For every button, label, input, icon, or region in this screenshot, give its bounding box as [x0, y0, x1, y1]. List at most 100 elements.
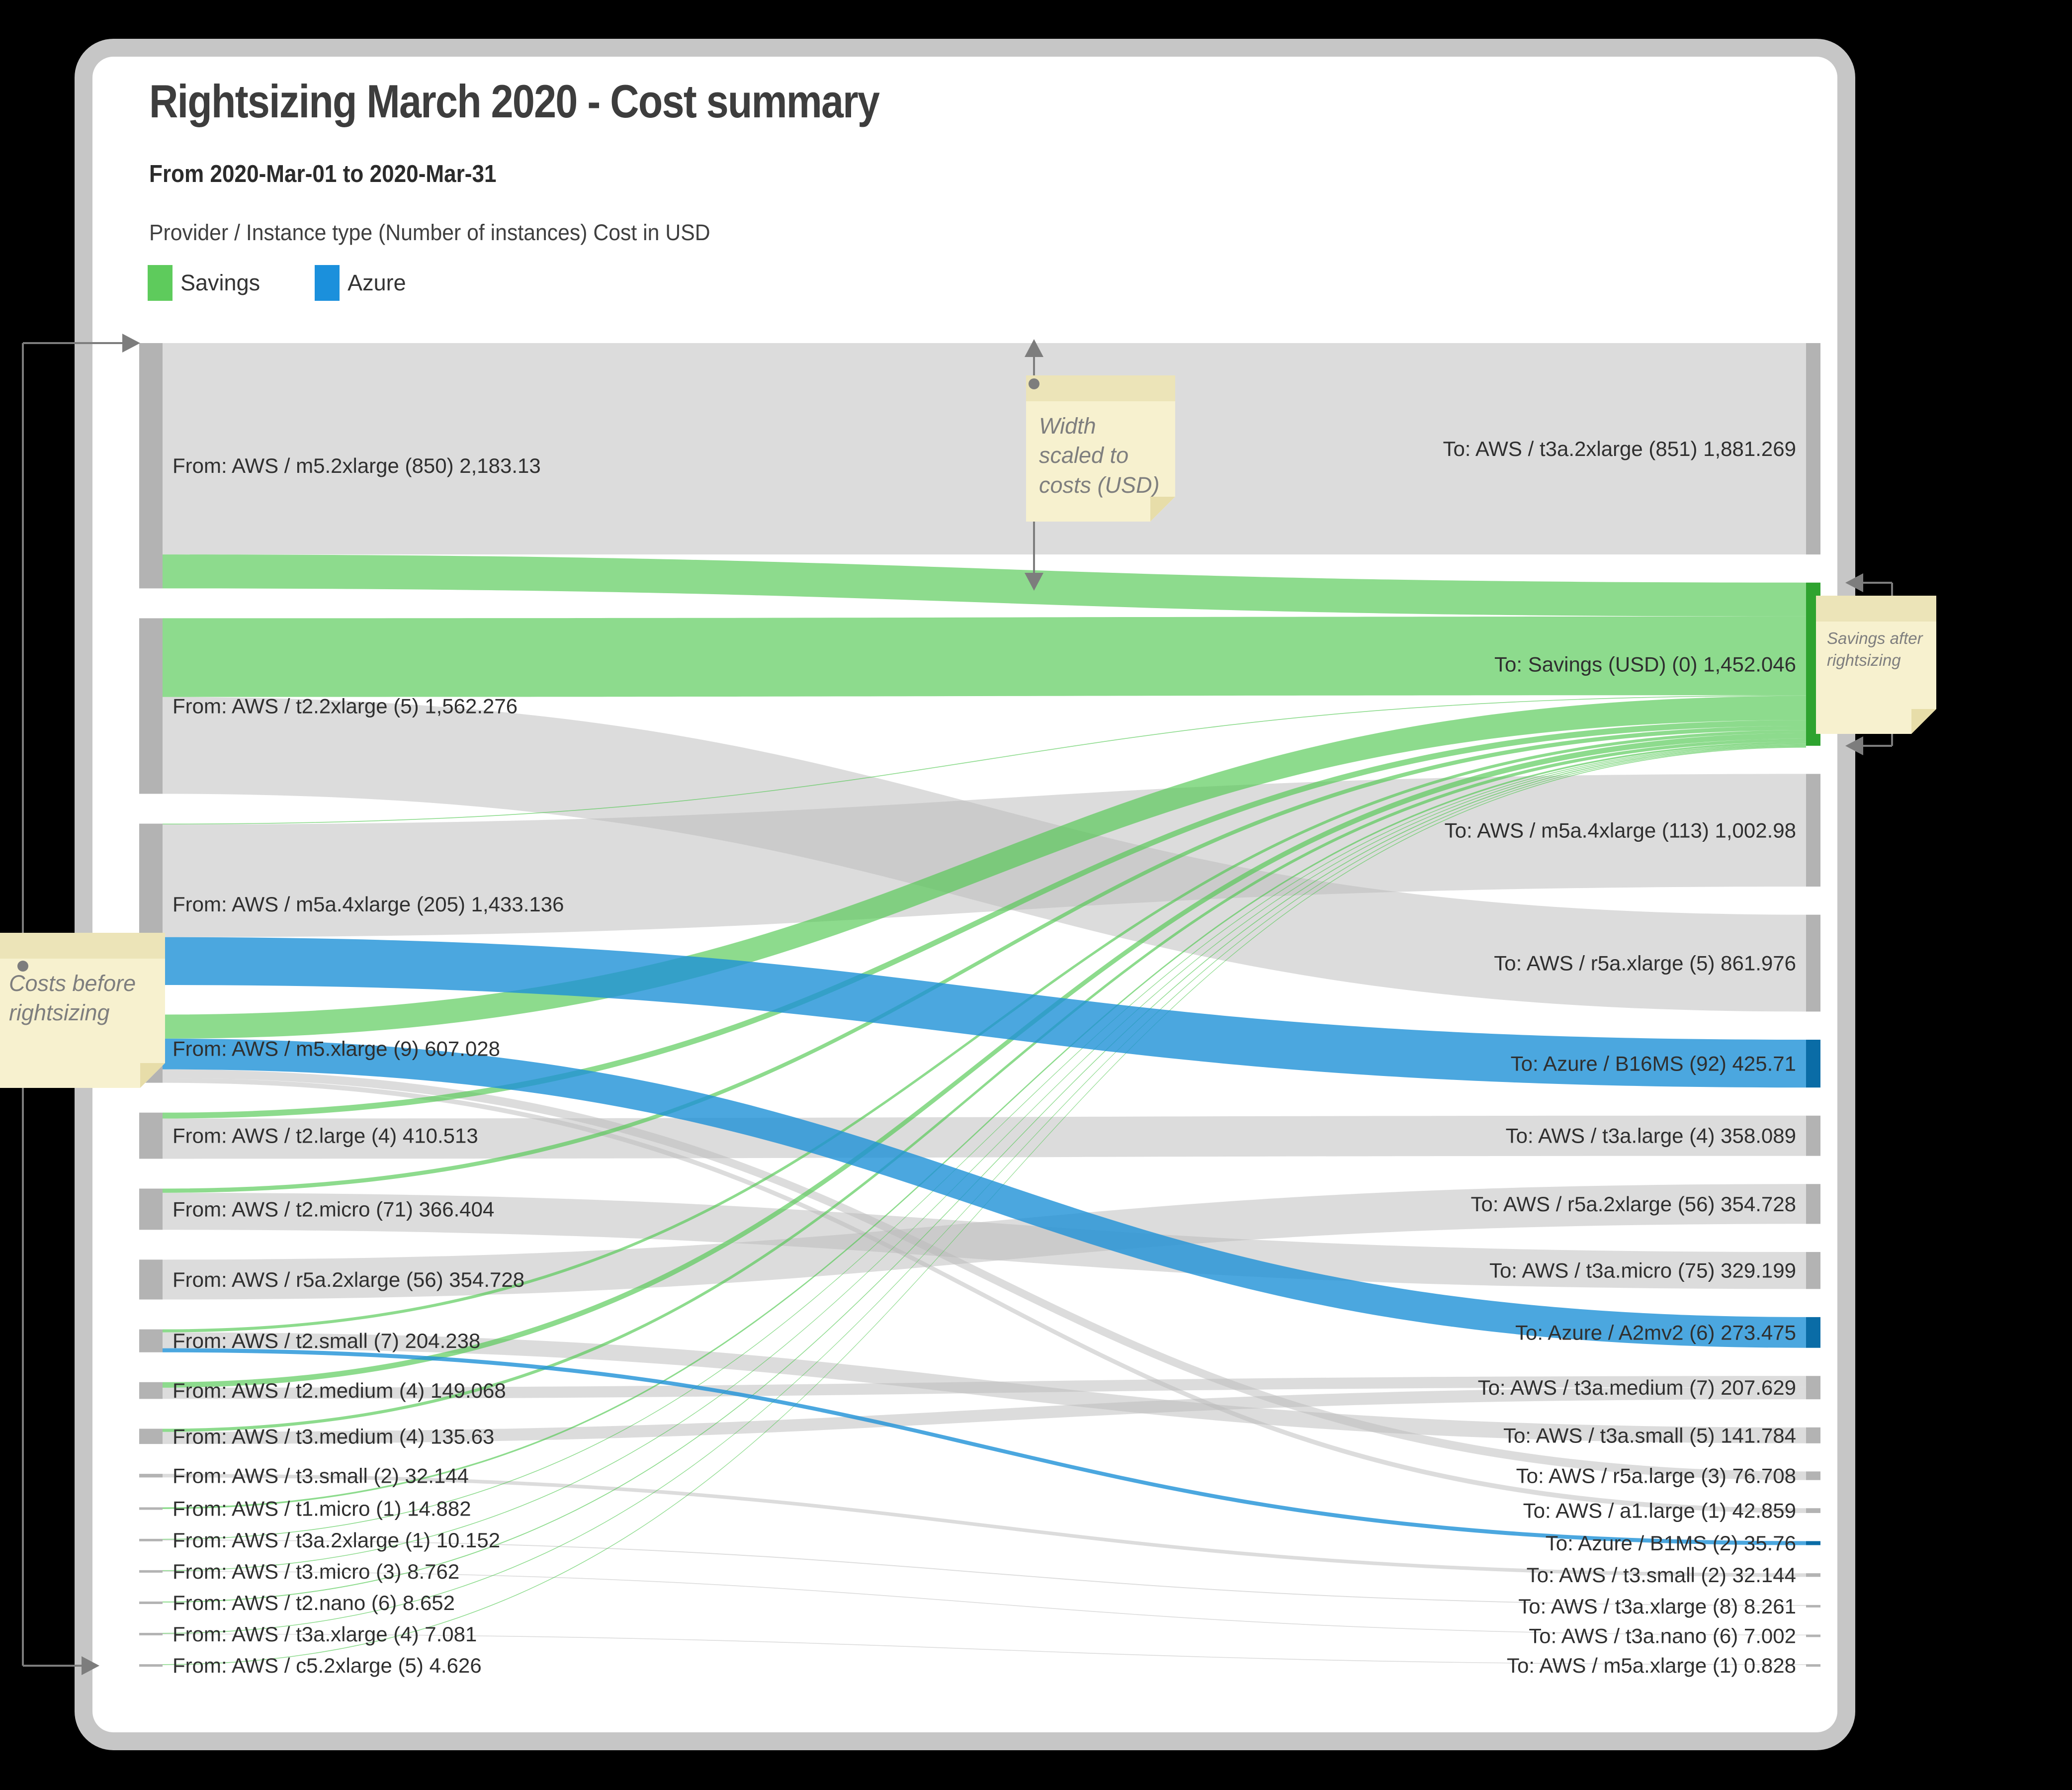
target-node-t3a.medium[interactable]: [1806, 1376, 1820, 1400]
target-node-r5a.xlarge[interactable]: [1806, 914, 1820, 1012]
target-node-t3a.2xlarge[interactable]: [1806, 343, 1820, 555]
sankey-flow-t2.large-to-t3a.large[interactable]: [163, 1115, 1806, 1159]
source-node-t3a.2xlarge[interactable]: [139, 1538, 163, 1541]
target-node-t3a.xlarge[interactable]: [1806, 1605, 1820, 1608]
sankey-flow-t3.small-to-t3.small[interactable]: [163, 1474, 1806, 1577]
sankey-flow-m5.2xlarge-to-t3a.2xlarge[interactable]: [163, 343, 1806, 555]
target-label-A2mv2: To: Azure / A2mv2 (6) 273.475: [1515, 1321, 1796, 1344]
target-node-a1.large[interactable]: [1806, 1508, 1820, 1513]
source-label-t3a.xlarge: From: AWS / t3a.xlarge (4) 7.081: [173, 1622, 477, 1646]
sankey-flow-m5.xlarge-to-a1.large[interactable]: [163, 1077, 1806, 1513]
sticky-note-costs-text: Costs before rightsizing: [9, 971, 136, 1026]
unit-note: Provider / Instance type (Number of inst…: [149, 220, 710, 245]
target-label-m5a.xlarge: To: AWS / m5a.xlarge (1) 0.828: [1507, 1654, 1796, 1677]
source-label-t3.micro: From: AWS / t3.micro (3) 8.762: [173, 1560, 459, 1583]
source-label-t2.micro: From: AWS / t2.micro (71) 366.404: [173, 1197, 494, 1221]
sankey-flow-m5.xlarge-to-r5a.large[interactable]: [163, 1069, 1806, 1480]
source-node-c5.2xlarge[interactable]: [139, 1664, 163, 1667]
legend: Savings Azure: [148, 265, 406, 301]
target-node-t3a.nano[interactable]: [1806, 1634, 1820, 1637]
target-node-B1MS[interactable]: [1806, 1541, 1820, 1545]
source-label-c5.2xlarge: From: AWS / c5.2xlarge (5) 4.626: [173, 1654, 482, 1677]
source-label-t2.medium: From: AWS / t2.medium (4) 149.068: [173, 1379, 506, 1402]
source-node-t2.nano[interactable]: [139, 1601, 163, 1604]
sankey-flow-t3a.xlarge-to-m5a.xlarge[interactable]: [163, 1633, 1806, 1665]
source-label-t3.small: From: AWS / t3.small (2) 32.144: [173, 1464, 469, 1487]
source-node-t3.small[interactable]: [139, 1474, 163, 1478]
source-node-t2.small[interactable]: [139, 1329, 163, 1352]
source-node-t3a.xlarge[interactable]: [139, 1632, 163, 1635]
source-node-t3.medium[interactable]: [139, 1429, 163, 1444]
target-node-r5a.large[interactable]: [1806, 1471, 1820, 1480]
sankey-flow-t2.medium-to-Savings (USD)[interactable]: [163, 733, 1806, 1388]
source-node-r5a.2xlarge[interactable]: [139, 1259, 163, 1300]
target-label-t3.small: To: AWS / t3.small (2) 32.144: [1527, 1563, 1796, 1587]
source-label-m5.2xlarge: From: AWS / m5.2xlarge (850) 2,183.13: [173, 454, 541, 477]
source-label-t2.nano: From: AWS / t2.nano (6) 8.652: [173, 1591, 455, 1614]
target-label-t3a.medium: To: AWS / t3a.medium (7) 207.629: [1478, 1376, 1796, 1399]
source-node-m5.2xlarge[interactable]: [139, 343, 163, 589]
source-node-t2.medium[interactable]: [139, 1382, 163, 1399]
target-label-Savings (USD): To: Savings (USD) (0) 1,452.046: [1494, 652, 1796, 676]
target-label-t3a.small: To: AWS / t3a.small (5) 141.784: [1503, 1424, 1796, 1447]
target-node-t3a.large[interactable]: [1806, 1115, 1820, 1156]
sankey-flow-t3.micro-to-Savings (USD)[interactable]: [163, 744, 1806, 1571]
source-node-t3.micro[interactable]: [139, 1570, 163, 1573]
sankey-flow-m5a.4xlarge-to-B16MS[interactable]: [163, 937, 1806, 1088]
note-pin-icon: [1029, 378, 1039, 389]
page-title: Rightsizing March 2020 - Cost summary: [149, 75, 880, 127]
target-label-r5a.2xlarge: To: AWS / r5a.2xlarge (56) 354.728: [1471, 1192, 1796, 1216]
sticky-note-savings-after: Savings after rightsizing: [1816, 596, 1936, 734]
source-node-t2.large[interactable]: [139, 1112, 163, 1159]
target-node-A2mv2[interactable]: [1806, 1317, 1820, 1348]
sankey-flow-t1.micro-to-Savings (USD)[interactable]: [163, 741, 1806, 1509]
target-label-B16MS: To: Azure / B16MS (92) 425.71: [1511, 1052, 1796, 1075]
sankey-flow-t3.medium-to-t3a.medium[interactable]: [163, 1387, 1806, 1444]
sankey-flow-t2.nano-to-Savings (USD)[interactable]: [163, 745, 1806, 1603]
sticky-note-width-scaled: Width scaled to costs (USD): [1026, 375, 1175, 522]
source-label-t3.medium: From: AWS / t3.medium (4) 135.63: [173, 1425, 494, 1448]
source-label-t2.small: From: AWS / t2.small (7) 204.238: [173, 1329, 480, 1352]
sankey-flow-t3.medium-to-Savings (USD)[interactable]: [163, 738, 1806, 1432]
target-label-r5a.large: To: AWS / r5a.large (3) 76.708: [1516, 1464, 1796, 1488]
sankey-flow-m5.2xlarge-to-Savings (USD)[interactable]: [163, 554, 1806, 617]
sankey-flow-m5.xlarge-to-Savings (USD)[interactable]: [163, 696, 1806, 1039]
sankey-flow-t2.micro-to-Savings (USD)[interactable]: [163, 726, 1806, 1193]
sankey-flow-m5.xlarge-to-A2mv2[interactable]: [163, 1038, 1806, 1348]
target-label-t3a.xlarge: To: AWS / t3a.xlarge (8) 8.261: [1518, 1595, 1796, 1618]
target-node-B16MS[interactable]: [1806, 1040, 1820, 1088]
sankey-flow-t2.medium-to-t3a.medium[interactable]: [163, 1376, 1806, 1399]
target-label-t3a.2xlarge: To: AWS / t3a.2xlarge (851) 1,881.269: [1443, 437, 1796, 460]
target-node-t3a.micro[interactable]: [1806, 1252, 1820, 1289]
sankey-flow-t3a.2xlarge-to-t3a.xlarge[interactable]: [163, 1539, 1806, 1606]
source-label-m5.xlarge: From: AWS / m5.xlarge (9) 607.028: [173, 1037, 500, 1061]
sankey-flow-m5a.4xlarge-to-Savings (USD)[interactable]: [163, 695, 1806, 825]
target-node-t3a.small[interactable]: [1806, 1427, 1820, 1443]
legend-savings-swatch-icon: [148, 265, 173, 301]
legend-savings-label: Savings: [180, 270, 260, 295]
sankey-flow-r5a.2xlarge-to-r5a.2xlarge[interactable]: [163, 1184, 1806, 1300]
source-node-t1.micro[interactable]: [139, 1507, 163, 1510]
source-label-m5a.4xlarge: From: AWS / m5a.4xlarge (205) 1,433.136: [173, 893, 564, 916]
sankey-flow-t2.small-to-B1MS[interactable]: [163, 1348, 1806, 1545]
note-pin-icon: [17, 961, 28, 972]
source-label-t3a.2xlarge: From: AWS / t3a.2xlarge (1) 10.152: [173, 1528, 500, 1552]
target-node-m5a.4xlarge[interactable]: [1806, 774, 1820, 887]
sankey-flow-t3.micro-to-t3a.nano[interactable]: [163, 1571, 1806, 1636]
target-label-m5a.4xlarge: To: AWS / m5a.4xlarge (113) 1,002.98: [1445, 818, 1796, 842]
legend-azure-swatch-icon: [315, 265, 340, 301]
sankey-flow-t3a.2xlarge-to-Savings (USD)[interactable]: [163, 743, 1806, 1540]
sankey-flow-t2.large-to-Savings (USD)[interactable]: [163, 720, 1806, 1119]
target-node-r5a.2xlarge[interactable]: [1806, 1184, 1820, 1224]
target-label-r5a.xlarge: To: AWS / r5a.xlarge (5) 861.976: [1494, 952, 1796, 975]
source-label-t1.micro: From: AWS / t1.micro (1) 14.882: [173, 1497, 471, 1520]
source-node-t2.micro[interactable]: [139, 1188, 163, 1230]
legend-azure-label: Azure: [347, 270, 406, 295]
target-node-m5a.xlarge[interactable]: [1806, 1664, 1820, 1667]
sankey-flow-t2.2xlarge-to-Savings (USD)[interactable]: [163, 616, 1806, 697]
source-node-t2.2xlarge[interactable]: [139, 618, 163, 794]
target-node-t3.small[interactable]: [1806, 1573, 1820, 1577]
target-label-a1.large: To: AWS / a1.large (1) 42.859: [1523, 1499, 1796, 1522]
